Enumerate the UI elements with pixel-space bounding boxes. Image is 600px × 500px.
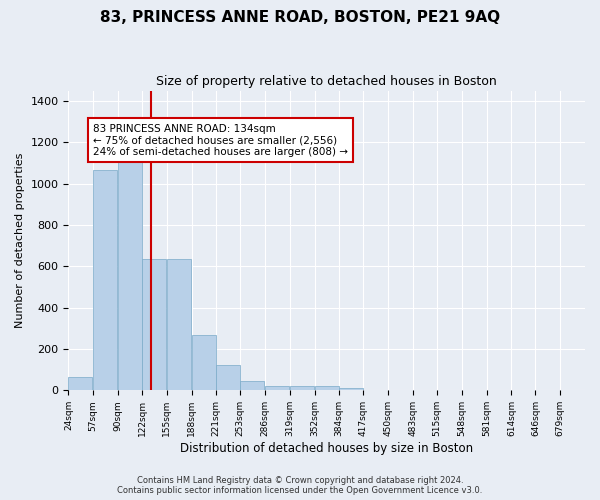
Text: 83 PRINCESS ANNE ROAD: 134sqm
← 75% of detached houses are smaller (2,556)
24% o: 83 PRINCESS ANNE ROAD: 134sqm ← 75% of d… — [93, 124, 348, 157]
Bar — [217, 364, 241, 390]
Bar — [167, 259, 191, 390]
Title: Size of property relative to detached houses in Boston: Size of property relative to detached ho… — [157, 75, 497, 88]
Bar — [118, 152, 142, 390]
Bar — [191, 334, 215, 390]
Bar — [142, 259, 166, 390]
Bar — [265, 386, 289, 390]
Text: 83, PRINCESS ANNE ROAD, BOSTON, PE21 9AQ: 83, PRINCESS ANNE ROAD, BOSTON, PE21 9AQ — [100, 10, 500, 25]
Text: Contains HM Land Registry data © Crown copyright and database right 2024.
Contai: Contains HM Land Registry data © Crown c… — [118, 476, 482, 495]
Bar — [290, 386, 314, 390]
Bar — [68, 377, 92, 390]
Bar — [314, 386, 339, 390]
Bar — [339, 388, 363, 390]
Y-axis label: Number of detached properties: Number of detached properties — [15, 153, 25, 328]
X-axis label: Distribution of detached houses by size in Boston: Distribution of detached houses by size … — [180, 442, 473, 455]
Bar — [93, 170, 117, 390]
Bar — [241, 381, 265, 390]
